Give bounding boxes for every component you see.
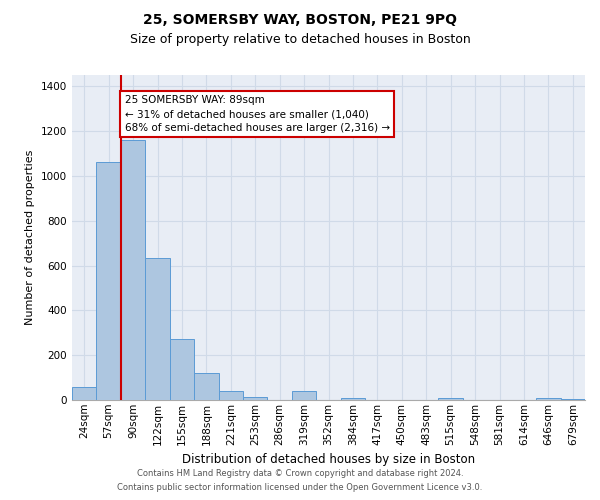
Bar [560,399,585,400]
X-axis label: Distribution of detached houses by size in Boston: Distribution of detached houses by size … [182,453,475,466]
Bar [292,392,316,400]
Bar [439,398,463,400]
Bar [121,140,145,400]
Bar [536,398,560,400]
Bar [145,258,170,400]
Bar [170,340,194,400]
Bar [194,373,218,400]
Bar [341,398,365,400]
Text: Size of property relative to detached houses in Boston: Size of property relative to detached ho… [130,32,470,46]
Bar [72,386,97,400]
Text: 25 SOMERSBY WAY: 89sqm
← 31% of detached houses are smaller (1,040)
68% of semi-: 25 SOMERSBY WAY: 89sqm ← 31% of detached… [125,95,389,133]
Text: Contains HM Land Registry data © Crown copyright and database right 2024.: Contains HM Land Registry data © Crown c… [137,468,463,477]
Bar [97,162,121,400]
Bar [218,392,243,400]
Bar [243,398,268,400]
Text: Contains public sector information licensed under the Open Government Licence v3: Contains public sector information licen… [118,484,482,492]
Y-axis label: Number of detached properties: Number of detached properties [25,150,35,325]
Text: 25, SOMERSBY WAY, BOSTON, PE21 9PQ: 25, SOMERSBY WAY, BOSTON, PE21 9PQ [143,12,457,26]
